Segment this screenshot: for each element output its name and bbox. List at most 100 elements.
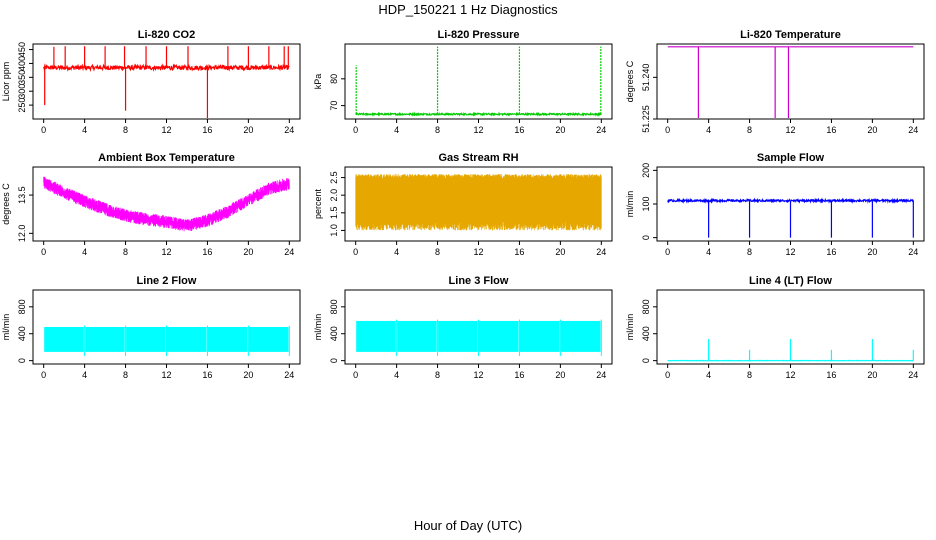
x-tick-label: 20	[243, 125, 253, 135]
temperature-series	[43, 176, 290, 232]
x-tick-label: 4	[706, 125, 711, 135]
flow-band	[356, 320, 396, 352]
x-tick-label: 8	[435, 125, 440, 135]
chart-panel: Li-820 Pressure kPa 0 4 8 12 16 20 24 70 80	[313, 29, 613, 135]
x-tick-label: 4	[706, 370, 711, 380]
x-tick-label: 20	[867, 247, 877, 257]
x-tick-label: 20	[555, 247, 565, 257]
panel-title: Line 4 (LT) Flow	[749, 275, 832, 287]
panel-title: Gas Stream RH	[438, 152, 518, 164]
y-tick-label: 1.0	[329, 224, 339, 237]
y-tick-label: 2.5	[329, 171, 339, 184]
y-tick-label: 51.225	[641, 105, 651, 133]
y-axis-label: ml/min	[313, 314, 323, 341]
plot-frame	[32, 166, 301, 242]
flow-band	[479, 320, 519, 352]
y-tick-label: 80	[329, 74, 339, 84]
chart-panel: Line 4 (LT) Flow ml/min 0 4 8 12 16 20 24 0 400 800	[625, 275, 925, 380]
y-axis-label: percent	[313, 188, 323, 219]
y-tick-label: 400	[641, 326, 651, 341]
x-tick-label: 8	[435, 370, 440, 380]
x-tick-label: 20	[867, 125, 877, 135]
y-tick-label: 450	[17, 42, 27, 57]
flow-band	[85, 327, 125, 352]
x-tick-label: 0	[41, 370, 46, 380]
x-tick-label: 20	[555, 370, 565, 380]
flow-band	[397, 320, 437, 352]
y-axis-label: ml/min	[625, 191, 635, 218]
y-tick-label: 400	[17, 56, 27, 71]
figure-title: HDP_150221 1 Hz Diagnostics	[378, 2, 558, 17]
y-tick-label: 0	[641, 358, 651, 363]
x-tick-label: 20	[243, 370, 253, 380]
x-tick-label: 0	[353, 370, 358, 380]
y-tick-label: 12.0	[17, 225, 27, 243]
flow-band	[44, 327, 84, 352]
x-tick-label: 4	[394, 370, 399, 380]
x-tick-label: 0	[665, 247, 670, 257]
y-axis-label: kPa	[313, 74, 323, 90]
x-tick-label: 24	[284, 370, 294, 380]
x-tick-label: 4	[82, 370, 87, 380]
flow-band	[167, 327, 207, 352]
x-tick-label: 24	[284, 125, 294, 135]
x-tick-label: 8	[435, 247, 440, 257]
x-tick-label: 16	[826, 247, 836, 257]
x-tick-label: 12	[161, 247, 171, 257]
y-tick-label: 300	[17, 84, 27, 99]
panel-title: Li-820 Temperature	[740, 29, 841, 41]
flow-band	[560, 320, 601, 352]
x-tick-label: 4	[82, 125, 87, 135]
plot-frame	[344, 43, 613, 120]
baseline-series	[355, 111, 602, 118]
x-tick-label: 8	[747, 125, 752, 135]
x-tick-label: 24	[596, 247, 606, 257]
x-axis-caption: Hour of Day (UTC)	[413, 518, 523, 533]
x-tick-label: 8	[747, 247, 752, 257]
chart-panel: Line 2 Flow ml/min 0 4 8 12 16 20 24 0 400 800	[1, 275, 301, 380]
flow-band	[248, 327, 289, 352]
x-tick-label: 16	[826, 125, 836, 135]
y-tick-label: 51.240	[641, 64, 651, 92]
flow-band	[438, 320, 478, 352]
x-tick-label: 12	[161, 125, 171, 135]
panel-title: Line 3 Flow	[449, 275, 509, 287]
x-tick-label: 4	[394, 125, 399, 135]
x-tick-label: 0	[665, 370, 670, 380]
y-axis-label: degrees C	[1, 183, 11, 225]
y-tick-label: 13.5	[17, 186, 27, 204]
x-tick-label: 16	[202, 370, 212, 380]
x-tick-label: 8	[123, 370, 128, 380]
flow-band	[519, 320, 560, 352]
y-tick-label: 350	[17, 70, 27, 85]
chart-panel: Sample Flow ml/min 0 4 8 12 16 20 24 0 100 200	[625, 152, 925, 257]
panel-title: Ambient Box Temperature	[98, 152, 235, 164]
x-tick-label: 16	[514, 370, 524, 380]
x-tick-label: 16	[514, 247, 524, 257]
x-tick-label: 12	[785, 370, 795, 380]
y-tick-label: 800	[329, 299, 339, 314]
panel-title: Li-820 CO2	[138, 29, 195, 41]
x-tick-label: 8	[123, 125, 128, 135]
panel-title: Line 2 Flow	[137, 275, 197, 287]
panel-title: Sample Flow	[757, 152, 825, 164]
y-tick-label: 200	[641, 163, 651, 178]
x-tick-label: 4	[82, 247, 87, 257]
y-axis-label: Licor ppm	[1, 62, 11, 102]
x-tick-label: 12	[473, 370, 483, 380]
x-tick-label: 0	[41, 125, 46, 135]
x-tick-label: 24	[284, 247, 294, 257]
panel-title: Li-820 Pressure	[438, 29, 520, 41]
flow-band	[126, 327, 166, 352]
y-tick-label: 250	[17, 98, 27, 113]
y-tick-label: 400	[17, 326, 27, 341]
flow-band	[207, 327, 248, 352]
x-tick-label: 24	[596, 370, 606, 380]
y-tick-label: 70	[329, 101, 339, 111]
y-tick-label: 100	[641, 196, 651, 211]
x-tick-label: 0	[353, 125, 358, 135]
y-tick-label: 1.5	[329, 207, 339, 220]
x-tick-label: 24	[908, 125, 918, 135]
x-tick-label: 12	[161, 370, 171, 380]
